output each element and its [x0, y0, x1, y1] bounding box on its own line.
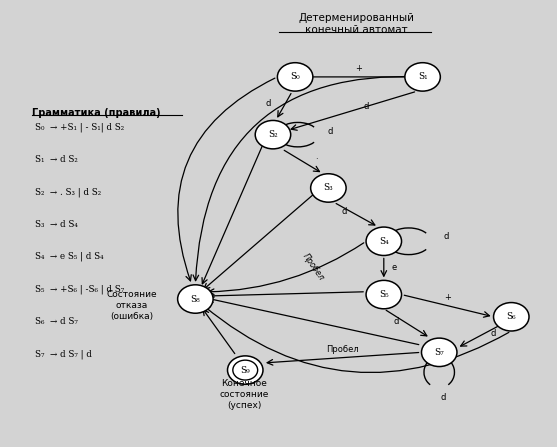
Text: S₇: S₇: [434, 348, 444, 357]
Text: d: d: [441, 393, 446, 402]
Text: Пробел: Пробел: [300, 251, 325, 282]
Text: S₅: S₅: [379, 290, 389, 299]
Text: Детерменированный
конечный автомат: Детерменированный конечный автомат: [298, 13, 414, 35]
Text: S₀  → +S₁ | - S₁| d S₂: S₀ → +S₁ | - S₁| d S₂: [35, 122, 124, 132]
Text: S₆  → d S₇: S₆ → d S₇: [35, 317, 77, 326]
Text: Конечное
состояние
(успех): Конечное состояние (успех): [219, 379, 269, 410]
Circle shape: [405, 63, 441, 91]
Text: e: e: [391, 263, 397, 272]
Text: Пробел: Пробел: [326, 345, 359, 354]
Text: .: .: [315, 152, 317, 161]
Text: S₅  → +S₆ | -S₆ | d S₇: S₅ → +S₆ | -S₆ | d S₇: [35, 284, 124, 294]
Text: +: +: [444, 293, 451, 302]
Text: d: d: [363, 102, 369, 111]
Text: d: d: [393, 317, 399, 326]
Text: S₀: S₀: [290, 72, 300, 81]
Text: d: d: [491, 329, 496, 338]
Circle shape: [178, 285, 213, 313]
Text: S₂  → . S₃ | d S₂: S₂ → . S₃ | d S₂: [35, 187, 101, 197]
Text: S₃  → d S₄: S₃ → d S₄: [35, 219, 77, 228]
Circle shape: [311, 174, 346, 202]
Text: Состояние
отказа
(ошибка): Состояние отказа (ошибка): [106, 290, 157, 321]
Text: S₈: S₈: [190, 295, 201, 304]
Text: d: d: [327, 127, 333, 135]
Circle shape: [255, 120, 291, 149]
Text: Грамматика (правила): Грамматика (правила): [32, 108, 160, 118]
Circle shape: [366, 280, 402, 309]
Circle shape: [366, 227, 402, 256]
Text: d: d: [266, 99, 271, 108]
Text: S₄: S₄: [379, 237, 389, 246]
Text: S₁: S₁: [418, 72, 427, 81]
Text: S₉: S₉: [241, 366, 250, 375]
Text: d: d: [443, 232, 448, 241]
Circle shape: [422, 338, 457, 367]
Circle shape: [494, 303, 529, 331]
Text: S₃: S₃: [324, 183, 333, 193]
Text: +: +: [355, 64, 362, 73]
Text: S₄  → e S₅ | d S₄: S₄ → e S₅ | d S₄: [35, 252, 103, 261]
Text: d: d: [341, 207, 346, 215]
Text: S₆: S₆: [506, 312, 516, 321]
Circle shape: [227, 356, 263, 384]
Text: S₇  → d S₇ | d: S₇ → d S₇ | d: [35, 349, 91, 358]
Circle shape: [277, 63, 313, 91]
Text: S₂: S₂: [268, 130, 278, 139]
Text: S₁  → d S₂: S₁ → d S₂: [35, 155, 77, 164]
